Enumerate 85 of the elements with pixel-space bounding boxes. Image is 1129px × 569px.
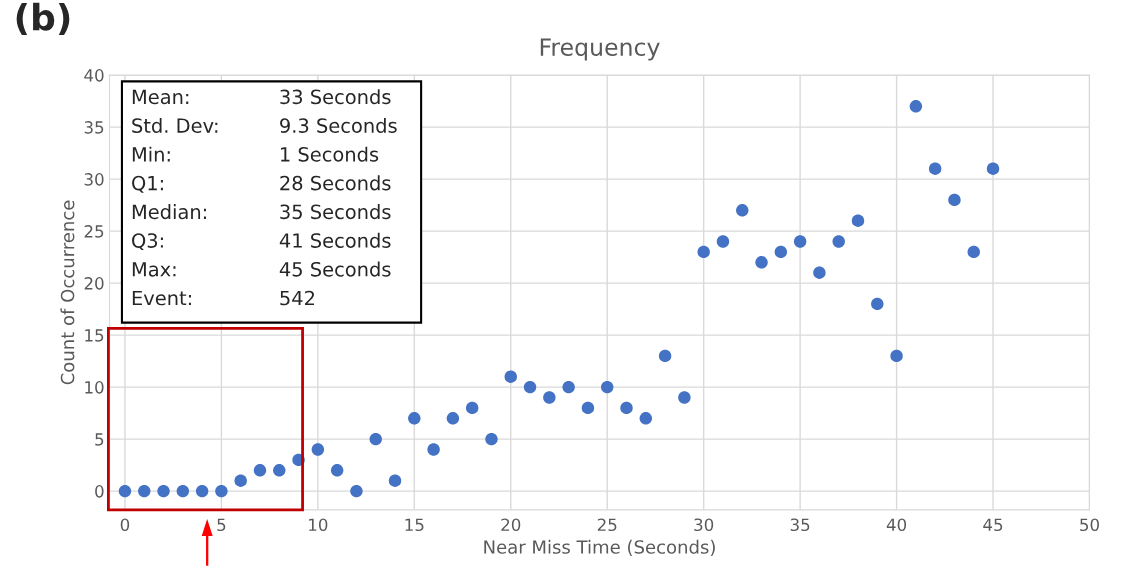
point (697, 245, 710, 259)
x-tick-label: 45 (983, 518, 1003, 532)
point (774, 245, 788, 259)
point (311, 443, 325, 456)
point (485, 432, 498, 446)
point (369, 432, 382, 446)
point (427, 443, 440, 456)
point (890, 349, 903, 363)
y-tick-label: 40 (84, 69, 104, 82)
y-axis-title: Count of Occurrence (60, 200, 75, 385)
text: (b) (16, 2, 70, 36)
point (986, 162, 1000, 175)
point (215, 484, 228, 498)
x-axis-title: Near Miss Time (Seconds) (484, 539, 715, 556)
point (562, 380, 575, 394)
point (234, 474, 247, 487)
annotation: 45 Seconds (279, 261, 391, 277)
x-tick-label: 30 (694, 518, 714, 532)
annotation: 33 Seconds (280, 89, 391, 105)
x-tick-label: 0 (120, 518, 130, 532)
annotation: Min: (132, 146, 170, 162)
annotation: 41 Seconds (279, 232, 391, 248)
point (716, 235, 730, 248)
point (620, 401, 633, 415)
point (446, 412, 460, 425)
annotation: 28 Seconds (280, 175, 391, 191)
y-tick-label: 35 (84, 121, 104, 134)
annotation: 9.3 Seconds (280, 117, 397, 133)
point (465, 401, 479, 415)
point (871, 297, 884, 311)
point (832, 235, 845, 248)
point (118, 484, 132, 498)
point (678, 391, 691, 404)
annotation: 542 (280, 290, 315, 306)
x-tick-label: 15 (405, 518, 424, 532)
x-tick-label: 10 (309, 518, 328, 532)
point (350, 484, 363, 498)
point (909, 100, 923, 113)
x-tick-label: 25 (597, 518, 617, 532)
chart-title: Frequency (540, 38, 660, 61)
point (601, 380, 614, 394)
point (176, 484, 190, 498)
annotation: Median: (132, 204, 206, 220)
x-tick-label: 50 (1080, 518, 1099, 532)
point (195, 484, 209, 498)
point (157, 484, 170, 498)
annotation: 35 Seconds (280, 204, 391, 220)
point (639, 412, 653, 425)
point (581, 401, 595, 415)
y-tick-label: 30 (84, 173, 104, 186)
point (851, 214, 865, 227)
point (253, 464, 267, 477)
point (658, 349, 672, 363)
point (408, 412, 421, 425)
y-tick-label: 5 (95, 433, 104, 446)
y-tick-label: 15 (85, 329, 104, 342)
y-tick-label: 25 (84, 225, 104, 238)
x-tick-label: 20 (501, 518, 521, 532)
point (967, 245, 980, 259)
annotation: Event: (132, 290, 191, 306)
point (755, 256, 768, 269)
y-tick-label: 0 (95, 485, 104, 498)
point (793, 235, 807, 248)
annotation: Max: (132, 262, 176, 277)
point (504, 370, 517, 383)
point (928, 162, 942, 175)
point (523, 380, 537, 394)
point (948, 193, 961, 207)
annotation: Q3: (132, 233, 163, 251)
point (388, 474, 402, 487)
point (736, 204, 749, 217)
annotation: 1 Seconds (281, 146, 379, 162)
annotation: Q1: (132, 175, 163, 193)
y-tick-label: 20 (84, 277, 104, 290)
annotation: Std. Dev: (132, 117, 218, 133)
y-tick-label: 10 (85, 381, 104, 394)
point (273, 464, 286, 477)
point (813, 266, 826, 279)
x-tick-label: 5 (217, 518, 226, 532)
point (330, 464, 344, 477)
annotation: Mean: (132, 89, 189, 105)
x-tick-label: 35 (790, 518, 810, 532)
point (543, 391, 556, 404)
x-tick-label: 40 (886, 518, 907, 532)
point (138, 484, 151, 498)
